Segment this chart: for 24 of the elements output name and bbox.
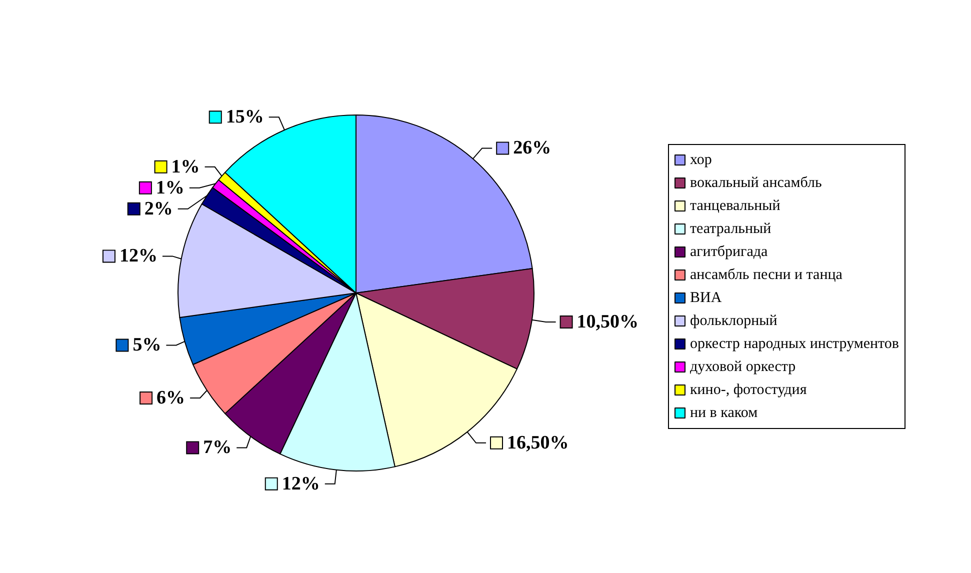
legend-label: театральный: [690, 221, 772, 237]
legend-label: кино-, фотостудия: [690, 382, 807, 398]
data-label: 26%: [513, 138, 552, 159]
data-label: 6%: [156, 388, 186, 409]
data-label: 5%: [132, 334, 162, 356]
legend-label: хор: [690, 152, 712, 168]
legend-label: вокальный ансамбль: [690, 175, 822, 191]
data-label: 12%: [282, 473, 320, 494]
data-label: 1%: [171, 156, 200, 178]
data-label: 12%: [119, 246, 158, 267]
legend-label: ВИА: [690, 290, 722, 306]
data-label: 15%: [226, 106, 264, 128]
legend-label: ни в каком: [690, 405, 758, 421]
data-label: 2%: [144, 198, 173, 220]
data-label: 16,50%: [507, 432, 569, 454]
legend-label: оркестр народных инструментов: [690, 336, 900, 352]
data-label: 10,50%: [576, 311, 639, 332]
legend-label: духовой оркестр: [690, 359, 796, 375]
data-label: 7%: [203, 437, 232, 458]
legend-label: агитбригада: [690, 244, 768, 260]
data-label: 1%: [156, 177, 184, 198]
legend-label: танцевальный: [690, 198, 780, 214]
legend-label: фольклорный: [690, 313, 778, 329]
legend-label: ансамбль песни и танца: [690, 267, 843, 283]
